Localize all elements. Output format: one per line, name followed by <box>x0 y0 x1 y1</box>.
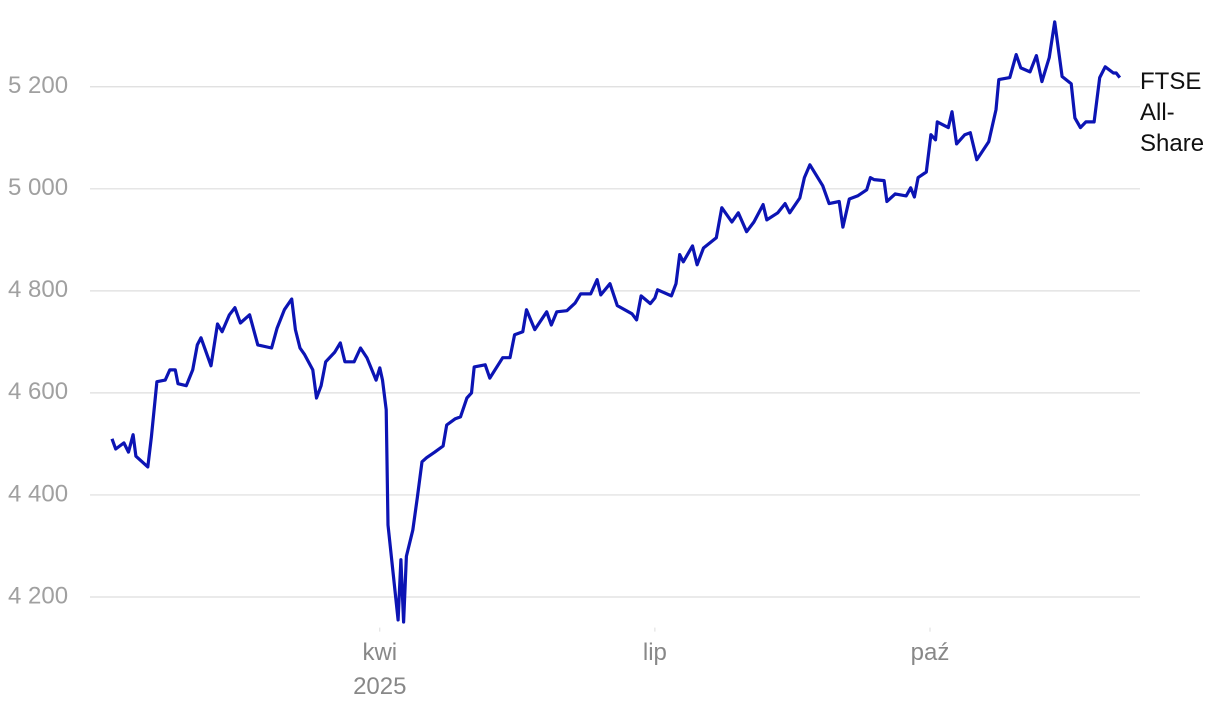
x-tick-label: lip <box>643 639 667 666</box>
y-tick-label: 5 200 <box>8 72 68 99</box>
y-tick-label: 4 200 <box>8 582 68 609</box>
series-line <box>110 20 1122 624</box>
x-tick-label: paź <box>911 639 950 666</box>
series-label: FTSE All-Share <box>1140 68 1205 157</box>
y-tick-label: 4 600 <box>8 378 68 405</box>
y-tick-label: 5 000 <box>8 174 68 201</box>
x-tick-label: kwi 2025 <box>353 639 406 700</box>
y-tick-label: 4 400 <box>8 480 68 507</box>
y-tick-label: 4 800 <box>8 276 68 303</box>
